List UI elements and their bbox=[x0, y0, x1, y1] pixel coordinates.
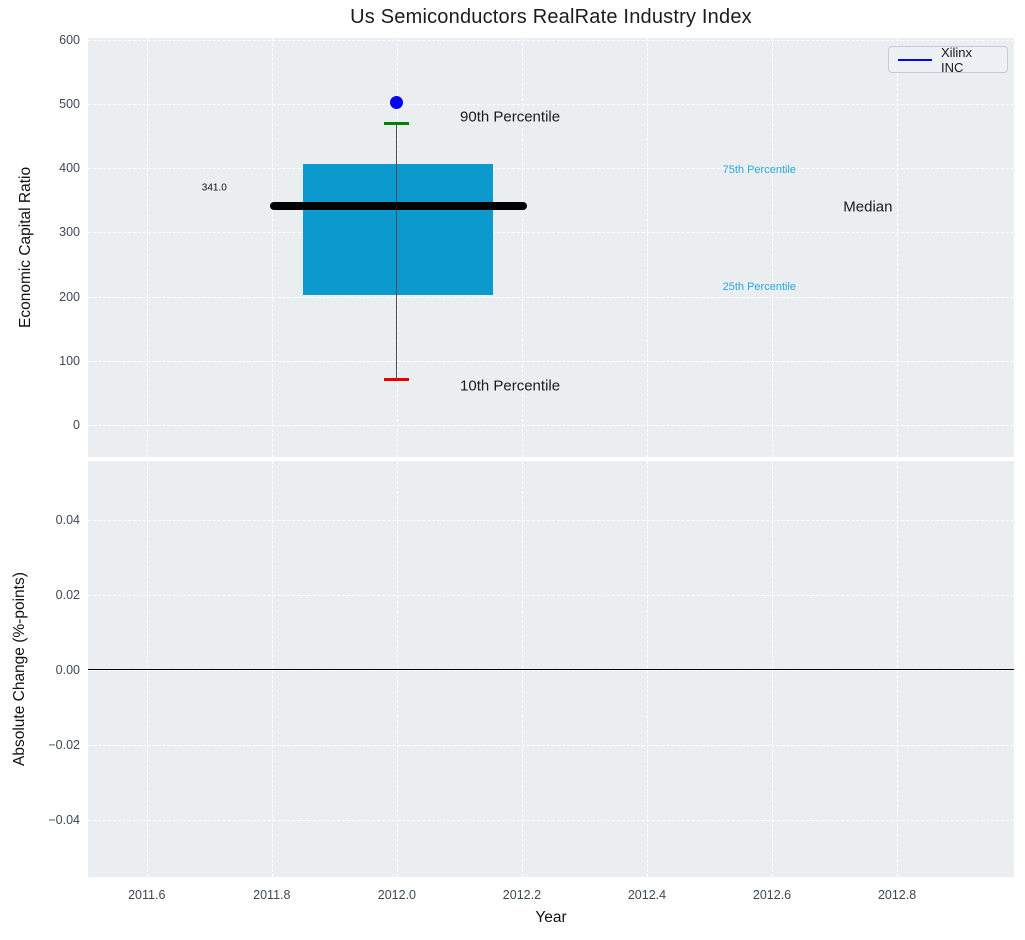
x-tick-label: 2012.6 bbox=[752, 888, 792, 902]
y-tick-label: 300 bbox=[59, 225, 80, 240]
gridline bbox=[646, 38, 648, 457]
median-line bbox=[269, 202, 527, 211]
gridline bbox=[88, 594, 1014, 596]
x-tick-label: 2012.8 bbox=[877, 888, 917, 902]
gridline bbox=[88, 744, 1014, 746]
top-axes: 90th Percentile 75th Percentile Median 25th… bbox=[88, 38, 1014, 457]
y-tick-label: 400 bbox=[59, 161, 80, 176]
gridline bbox=[88, 39, 1014, 41]
chart-title: Us Semiconductors RealRate Industry Inde… bbox=[350, 6, 752, 28]
y-tick-label: −0.04 bbox=[48, 812, 80, 827]
x-axis-label: Year bbox=[535, 909, 567, 926]
gridline bbox=[88, 360, 1014, 362]
x-tick-label: 2012.2 bbox=[502, 888, 542, 902]
annotation-75th-percentile: 75th Percentile bbox=[722, 164, 797, 177]
annotation-10th-percentile: 10th Percentile bbox=[460, 377, 561, 395]
legend: Xilinx INC bbox=[888, 44, 1008, 75]
bottom-axes bbox=[88, 461, 1014, 877]
gridline bbox=[897, 461, 899, 877]
iqr-box bbox=[303, 163, 494, 295]
zero-line bbox=[88, 669, 1014, 671]
gridline bbox=[88, 168, 1014, 170]
gridline bbox=[88, 232, 1014, 234]
y-tick-label: 200 bbox=[59, 289, 80, 304]
gridline bbox=[521, 461, 523, 877]
gridline bbox=[271, 461, 273, 877]
gridline bbox=[646, 461, 648, 877]
gridline bbox=[772, 461, 774, 877]
xilinx-data-point bbox=[390, 95, 404, 109]
annotation-341-0: 341.0 bbox=[201, 182, 227, 194]
x-tick-label: 2011.8 bbox=[253, 888, 291, 902]
gridline bbox=[88, 104, 1014, 106]
y-tick-label: 0.02 bbox=[55, 587, 80, 602]
gridline bbox=[271, 38, 273, 457]
y-tick-label: −0.02 bbox=[48, 737, 80, 752]
gridline bbox=[396, 461, 398, 877]
legend-line-sample bbox=[898, 58, 932, 61]
gridline bbox=[88, 519, 1014, 521]
gridline bbox=[88, 819, 1014, 821]
y-tick-label: 0.00 bbox=[55, 662, 80, 677]
gridline bbox=[88, 296, 1014, 298]
y-tick-label: 0.04 bbox=[55, 512, 80, 527]
gridline bbox=[88, 669, 1014, 671]
annotation-25th-percentile: 25th Percentile bbox=[722, 280, 797, 293]
p90-cap bbox=[384, 122, 410, 126]
y-tick-label: 500 bbox=[59, 97, 80, 112]
y-tick-label: 0 bbox=[73, 417, 80, 432]
gridline bbox=[521, 38, 523, 457]
x-tick-label: 2012.0 bbox=[377, 888, 416, 902]
whisker-line bbox=[396, 123, 398, 380]
y-tick-label: 600 bbox=[59, 32, 80, 47]
p10-cap bbox=[384, 377, 410, 381]
gridline bbox=[772, 38, 774, 457]
gridline bbox=[897, 38, 899, 457]
gridline bbox=[88, 424, 1014, 426]
annotation-90th-percentile: 90th Percentile bbox=[460, 108, 561, 126]
x-tick-label: 2011.6 bbox=[128, 888, 166, 902]
legend-label: Xilinx INC bbox=[940, 44, 973, 75]
y-tick-label: 100 bbox=[59, 353, 80, 368]
gridline bbox=[146, 461, 148, 877]
annotation-median: Median bbox=[843, 198, 893, 216]
x-tick-label: 2012.4 bbox=[627, 888, 667, 902]
gridline bbox=[146, 38, 148, 457]
